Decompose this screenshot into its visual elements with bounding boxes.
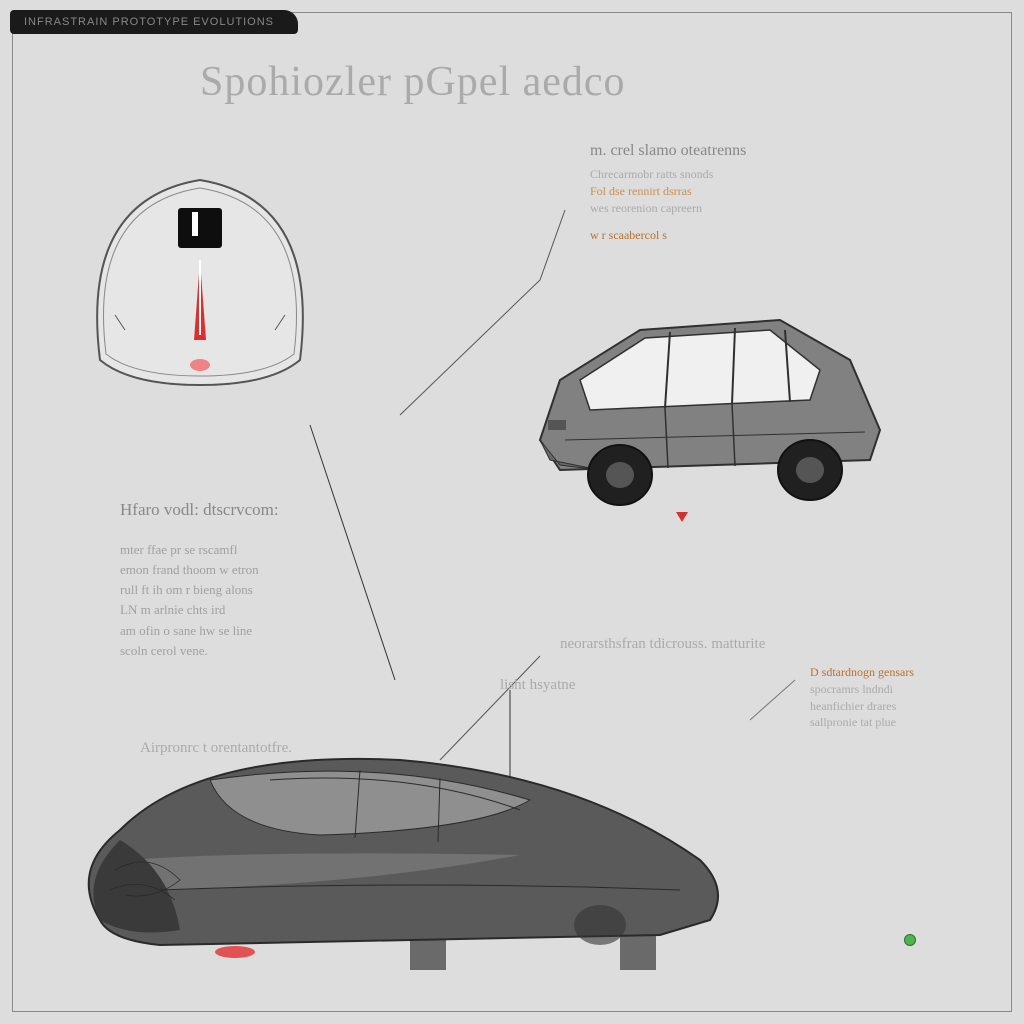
- mid-label: Hfaro vodl: dtscrvcom:: [120, 498, 279, 526]
- crb-l0: D sdtardnogn gensars: [810, 664, 914, 681]
- callout-mid-right: neorarsthsfran tdicrouss. matturite lish…: [560, 634, 765, 696]
- mid-block-l5: scoln cerol vene.: [120, 641, 380, 661]
- callout-top-head: m. crel slamo oteatrenns: [590, 140, 746, 162]
- callout-top-l4: w r scaabercol s: [590, 227, 746, 244]
- mid-block-l4: am ofin o sane hw se line: [120, 621, 380, 641]
- callout-top-l2: Fol dse rennirt dsrras: [590, 183, 746, 200]
- callout-mid-right-head: neorarsthsfran tdicrouss. matturite: [560, 634, 765, 655]
- mid-block-l2: rull ft ih om r bieng alons: [120, 580, 380, 600]
- main-title: Spohiozler pGpel aedco: [200, 58, 626, 106]
- green-indicator-icon: [904, 934, 916, 946]
- callout-top-l3: wes reorenion capreern: [590, 200, 746, 217]
- mid-block-l1: emon frand thoom w etron: [120, 560, 380, 580]
- mid-block-l3: LN m arlnie chts ird: [120, 600, 380, 620]
- mid-block: mter ffae pr se rscamfl emon frand thoom…: [120, 540, 380, 661]
- crb-l1: spocramrs lndndi: [810, 681, 914, 698]
- callout-right-box: D sdtardnogn gensars spocramrs lndndi he…: [810, 664, 914, 731]
- car-aero: [60, 720, 740, 980]
- gauge-pod: [70, 160, 330, 400]
- callout-mid-right-sub: lisht hsyatne: [500, 675, 765, 696]
- car1-indicator-icon: [676, 512, 688, 522]
- mid-label-text: Hfaro vodl: dtscrvcom:: [120, 498, 279, 522]
- header-tag: INFRASTRAIN PROTOTYPE EVOLUTIONS: [10, 10, 298, 34]
- crb-l2: heanfichier drares: [810, 698, 914, 715]
- callout-top-l1: Chrecarmobr ratts snonds: [590, 166, 746, 183]
- mid-block-l0: mter ffae pr se rscamfl: [120, 540, 380, 560]
- crb-l3: sallpronie tat plue: [810, 714, 914, 731]
- callout-top: m. crel slamo oteatrenns Chrecarmobr rat…: [590, 140, 746, 244]
- car-hatchback: [520, 290, 900, 520]
